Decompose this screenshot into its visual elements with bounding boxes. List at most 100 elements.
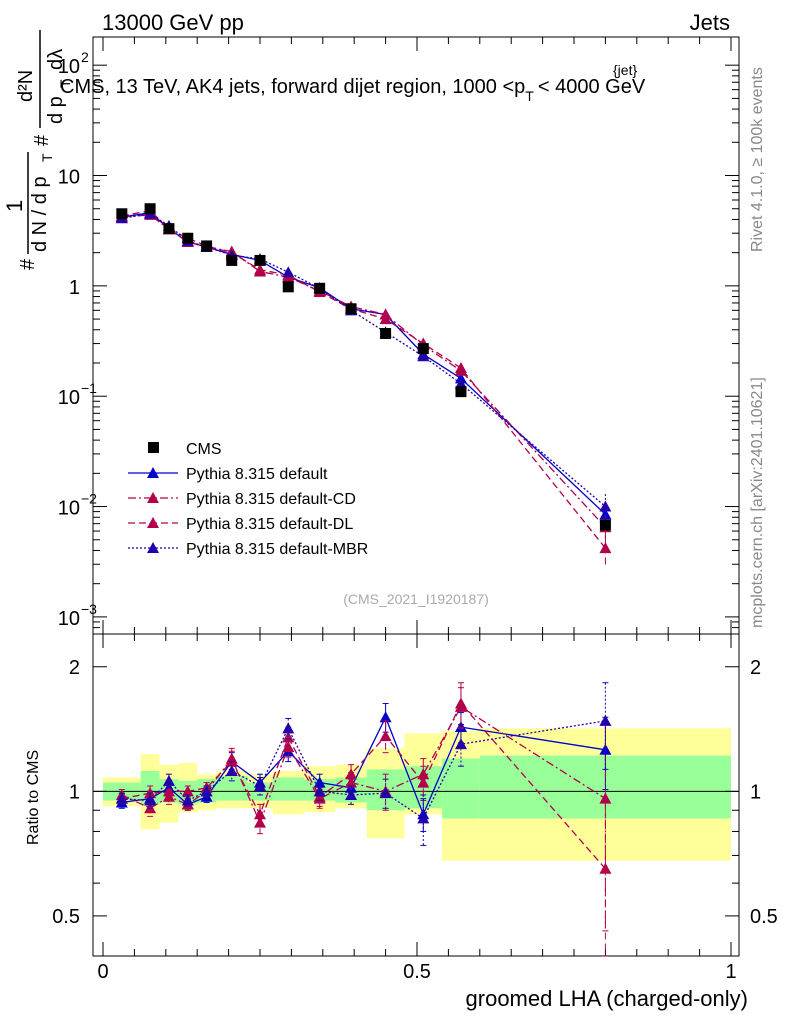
ratio-frame: [92, 633, 740, 957]
point-cms: [417, 343, 429, 355]
ratio-series: [115, 682, 612, 957]
point-cms: [345, 303, 357, 315]
main-tick-label: 10: [58, 608, 80, 630]
plot-title-pt: p: [514, 76, 525, 98]
ratio-point-pythia-8-315-default-mbr: [181, 794, 194, 806]
point-pythia-8-315-default-dl: [599, 542, 612, 554]
main-tick-label: 10: [58, 387, 80, 409]
ratio-point-pythia-8-315-default: [379, 711, 392, 723]
ylabel-hash-2: #: [31, 134, 53, 146]
plot-title-end: < 4000 GeV: [538, 76, 646, 98]
ratio-point-pythia-8-315-default-dl: [417, 776, 430, 788]
ratio-point-pythia-8-315-default-dl: [599, 862, 612, 874]
main-tick-exponent: 2: [81, 49, 89, 65]
ratio-tick-label: 0.5: [52, 906, 80, 928]
legend-marker-pythia-8-315-default-dl: [147, 517, 159, 528]
ratio-point-pythia-8-315-default-mbr: [417, 812, 430, 824]
ratio-point-pythia-8-315-default-mbr: [282, 722, 295, 734]
ylabel-one: 1: [2, 200, 27, 212]
point-cms: [380, 328, 392, 340]
ylabel-T-1: T: [39, 153, 55, 162]
x-tick-label: 0: [97, 961, 108, 983]
point-pythia-8-315-default: [599, 508, 612, 520]
ratio-point-pythia-8-315-default-dl: [345, 768, 358, 780]
legend-marker-pythia-8-315-default: [147, 467, 159, 478]
ylabel-T-2: T: [57, 79, 73, 88]
ylabel-hash-1: #: [17, 258, 39, 270]
plot-title: CMS, 13 TeV, AK4 jets, forward dijet reg…: [60, 76, 646, 104]
point-cms: [163, 223, 175, 235]
ratio-point-pythia-8-315-default-mbr: [225, 764, 238, 776]
ratio-point-pythia-8-315-default-dl: [181, 785, 194, 797]
legend-label-pythia-8-315-default-mbr: Pythia 8.315 default-MBR: [186, 541, 368, 558]
ratio-y-axis: 2 2 1 1 0.5 0.5: [52, 657, 778, 957]
x-axis: 0 0.5 1: [97, 37, 737, 983]
main-tick-label: 10: [58, 167, 80, 189]
main-tick-exponent: −1: [81, 380, 97, 396]
main-tick-exponent: −2: [81, 491, 97, 507]
point-pythia-8-315-default-dl: [454, 362, 467, 374]
ratio-point-pythia-8-315-default-mbr: [162, 774, 175, 786]
rivet-version: Rivet 4.1.0, ≥ 100k events: [749, 67, 766, 252]
ratio-line-pythia-8-315-default-cd: [121, 705, 606, 825]
point-cms: [182, 232, 194, 244]
x-axis-label: groomed LHA (charged-only): [466, 986, 748, 1011]
point-cms: [455, 386, 467, 398]
legend: CMS Pythia 8.315 default Pythia 8.315 defa…: [128, 441, 368, 558]
ratio-point-pythia-8-315-default-mbr: [144, 794, 157, 806]
ylabel-dN: d N / d p: [29, 176, 51, 252]
line-pythia-8-315-default-mbr: [121, 213, 606, 508]
ratio-point-pythia-8-315-default-dl: [162, 785, 175, 797]
ratio-y-label: Ratio to CMS: [25, 750, 42, 845]
plot-title-sub: T: [525, 88, 534, 104]
ratio-point-pythia-8-315-default-cd: [282, 740, 295, 752]
ylabel-den: d p: [45, 96, 67, 124]
point-cms: [314, 282, 326, 294]
ratio-point-pythia-8-315-default-mbr: [254, 780, 266, 792]
band-stat: [272, 777, 304, 801]
point-cms: [226, 254, 238, 266]
legend-label-cms: CMS: [186, 441, 222, 458]
ratio-tick-label-right: 0.5: [750, 906, 778, 928]
ratio-point-pythia-8-315-default-mbr: [454, 738, 467, 750]
ratio-point-pythia-8-315-default-mbr: [379, 787, 392, 799]
main-tick-label: 10: [58, 56, 80, 78]
point-pythia-8-315-default-mbr: [282, 266, 295, 278]
point-cms: [201, 240, 213, 252]
point-pythia-8-315-default-mbr: [417, 350, 430, 362]
ratio-point-pythia-8-315-default-dl: [254, 808, 266, 820]
point-cms: [144, 203, 156, 215]
ratio-point-pythia-8-315-default-mbr: [200, 785, 213, 797]
main-tick-exponent: −3: [81, 601, 97, 617]
main-y-label: # 1 d N / d p T # d²N d p T dλ: [2, 30, 73, 270]
ratio-point-pythia-8-315-default-mbr: [345, 788, 358, 800]
analysis-watermark: (CMS_2021_I1920187): [343, 591, 489, 607]
ratio-tick-label-right: 2: [750, 657, 761, 679]
plot-title-main: CMS, 13 TeV, AK4 jets, forward dijet reg…: [60, 76, 514, 98]
ratio-point-pythia-8-315-default-dl: [282, 731, 295, 743]
ratio-tick-label: 1: [69, 781, 80, 803]
ratio-point-pythia-8-315-default: [599, 743, 612, 755]
point-cms: [599, 519, 611, 531]
ratio-tick-label: 2: [69, 657, 80, 679]
band-stat: [442, 758, 480, 819]
main-tick-label: 1: [69, 277, 80, 299]
point-cms: [282, 281, 294, 293]
point-cms: [116, 208, 128, 220]
point-pythia-8-315-default-mbr: [454, 377, 467, 389]
legend-label-pythia-8-315-default: Pythia 8.315 default: [186, 466, 328, 483]
point-pythia-8-315-default-mbr: [599, 500, 612, 512]
mcplots-reference: mcplots.cern.ch [arXiv:2401.10621]: [749, 377, 766, 628]
x-tick-label: 0.5: [403, 961, 431, 983]
point-pythia-8-315-default-dl: [254, 263, 266, 275]
legend-marker-pythia-8-315-default-mbr: [147, 542, 159, 553]
legend-label-pythia-8-315-default-cd: Pythia 8.315 default-CD: [186, 491, 356, 508]
legend-marker-cms: [148, 442, 159, 453]
main-tick-label: 10: [58, 498, 80, 520]
plot-title-sup: {jet}: [613, 62, 637, 78]
x-tick-label: 1: [725, 961, 736, 983]
main-series: [115, 203, 612, 566]
ratio-tick-label-right: 1: [750, 781, 761, 803]
ylabel-lambda: dλ: [45, 49, 67, 70]
